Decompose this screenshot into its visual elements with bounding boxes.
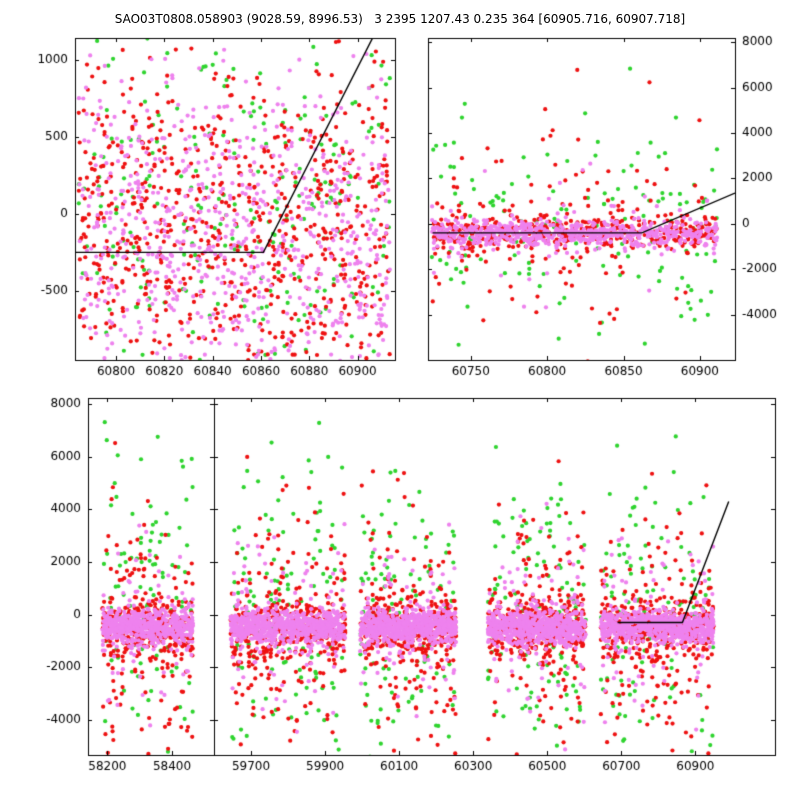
plot-title: SAO03T0808.058903 (9028.59, 8996.53) 3 2… bbox=[114, 12, 686, 26]
